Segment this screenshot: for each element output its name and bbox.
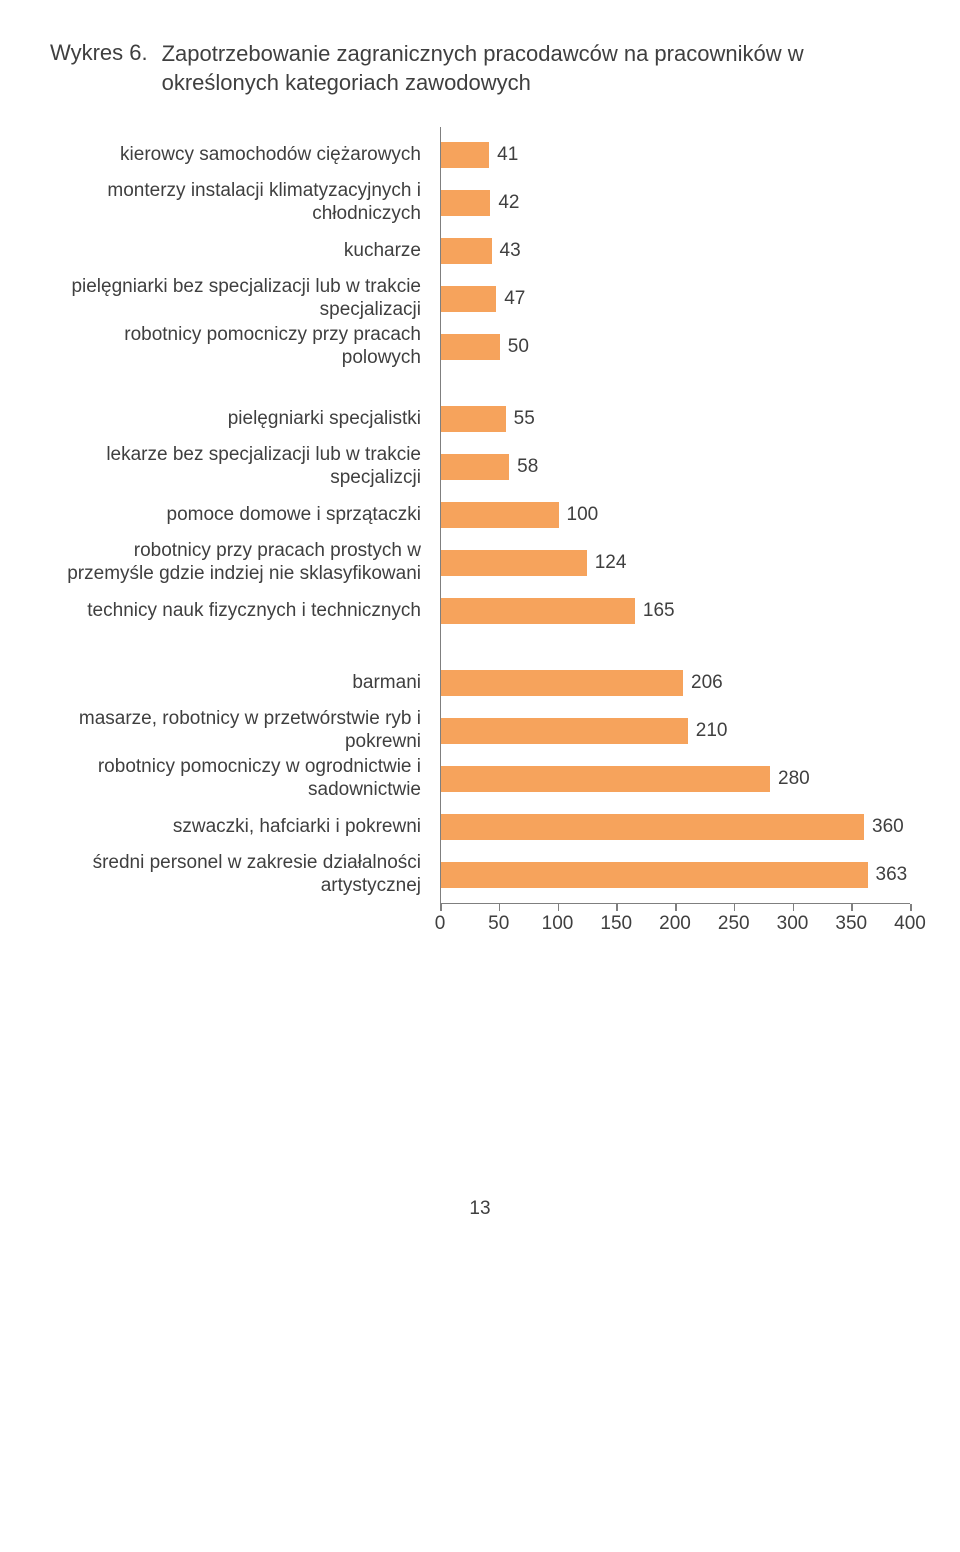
value-label: 100 bbox=[567, 504, 599, 526]
category-label: pielęgniarki specjalistki bbox=[51, 395, 431, 443]
axis-tick-label: 400 bbox=[894, 913, 926, 935]
axis-tick-label: 300 bbox=[777, 913, 809, 935]
chart-title: Zapotrzebowanie zagranicznych pracodawcó… bbox=[162, 40, 910, 97]
plot-area: 41 42 43 47 50 55 58 100 124 165 206 210 280 360 363 ki… bbox=[50, 127, 910, 904]
bar-row: 165 bbox=[441, 587, 910, 635]
bar-row: 363 bbox=[441, 851, 910, 899]
category-label: średni personel w zakresie działalności … bbox=[51, 851, 431, 899]
bar bbox=[441, 334, 500, 360]
bar bbox=[441, 286, 496, 312]
axis-tick bbox=[558, 904, 560, 911]
axis-tick bbox=[616, 904, 618, 911]
bar-row: 280 bbox=[441, 755, 910, 803]
bar-row: 55 bbox=[441, 395, 910, 443]
category-label: barmani bbox=[51, 659, 431, 707]
bar-row: 47 bbox=[441, 275, 910, 323]
bar-row: 41 bbox=[441, 131, 910, 179]
axis-tick-label: 350 bbox=[835, 913, 867, 935]
axis-tick-label: 100 bbox=[542, 913, 574, 935]
category-label: lekarze bez specjalizacji lub w trakcie … bbox=[51, 443, 431, 491]
category-label: masarze, robotnicy w przetwórstwie ryb i… bbox=[51, 707, 431, 755]
bar bbox=[441, 766, 770, 792]
bar-row: 206 bbox=[441, 659, 910, 707]
bar bbox=[441, 190, 490, 216]
bar bbox=[441, 814, 864, 840]
value-label: 206 bbox=[691, 672, 723, 694]
axis-tick-label: 250 bbox=[718, 913, 750, 935]
value-label: 363 bbox=[876, 864, 908, 886]
category-label: pielęgniarki bez specjalizacji lub w tra… bbox=[51, 275, 431, 323]
bar-row: 124 bbox=[441, 539, 910, 587]
value-label: 41 bbox=[497, 144, 518, 166]
axis-tick bbox=[910, 904, 912, 911]
category-label: robotnicy pomocniczy przy pracach polowy… bbox=[51, 323, 431, 371]
bar bbox=[441, 718, 688, 744]
value-label: 58 bbox=[517, 456, 538, 478]
axis-tick bbox=[499, 904, 501, 911]
horizontal-bar-chart: 41 42 43 47 50 55 58 100 124 165 206 210 280 360 363 ki… bbox=[50, 127, 910, 938]
category-label: szwaczki, hafciarki i pokrewni bbox=[51, 803, 431, 851]
x-axis: 050100150200250300350400 bbox=[440, 904, 910, 938]
bar bbox=[441, 454, 509, 480]
value-label: 50 bbox=[508, 336, 529, 358]
bar bbox=[441, 670, 683, 696]
bar bbox=[441, 406, 506, 432]
bar bbox=[441, 550, 587, 576]
value-label: 210 bbox=[696, 720, 728, 742]
axis-tick bbox=[440, 904, 442, 911]
bar bbox=[441, 238, 492, 264]
value-label: 55 bbox=[514, 408, 535, 430]
bar bbox=[441, 598, 635, 624]
bar bbox=[441, 862, 868, 888]
bar bbox=[441, 142, 489, 168]
axis-tick bbox=[851, 904, 853, 911]
bar-row: 210 bbox=[441, 707, 910, 755]
axis-tick-label: 150 bbox=[600, 913, 632, 935]
category-label: technicy nauk fizycznych i technicznych bbox=[51, 587, 431, 635]
axis-tick bbox=[734, 904, 736, 911]
value-label: 280 bbox=[778, 768, 810, 790]
value-label: 124 bbox=[595, 552, 627, 574]
axis-tick-label: 200 bbox=[659, 913, 691, 935]
category-label: monterzy instalacji klimatyzacyjnych i c… bbox=[51, 179, 431, 227]
category-label: robotnicy przy pracach prostych w przemy… bbox=[51, 539, 431, 587]
bar-row: 360 bbox=[441, 803, 910, 851]
axis-tick-label: 0 bbox=[435, 913, 446, 935]
bar-row: 58 bbox=[441, 443, 910, 491]
value-label: 43 bbox=[500, 240, 521, 262]
axis-tick bbox=[675, 904, 677, 911]
axis-tick bbox=[793, 904, 795, 911]
chart-label: Wykres 6. bbox=[50, 40, 148, 66]
bar-row: 43 bbox=[441, 227, 910, 275]
category-label: pomoce domowe i sprzątaczki bbox=[51, 491, 431, 539]
category-label: robotnicy pomocniczy w ogrodnictwie i sa… bbox=[51, 755, 431, 803]
bar bbox=[441, 502, 559, 528]
category-label: kucharze bbox=[51, 227, 431, 275]
value-label: 360 bbox=[872, 816, 904, 838]
chart-header: Wykres 6. Zapotrzebowanie zagranicznych … bbox=[50, 40, 910, 97]
bar-row: 50 bbox=[441, 323, 910, 371]
bar-row: 42 bbox=[441, 179, 910, 227]
value-label: 47 bbox=[504, 288, 525, 310]
page-number: 13 bbox=[50, 1198, 910, 1220]
category-label: kierowcy samochodów ciężarowych bbox=[51, 131, 431, 179]
value-label: 165 bbox=[643, 600, 675, 622]
axis-tick-label: 50 bbox=[488, 913, 509, 935]
value-label: 42 bbox=[498, 192, 519, 214]
bar-row: 100 bbox=[441, 491, 910, 539]
